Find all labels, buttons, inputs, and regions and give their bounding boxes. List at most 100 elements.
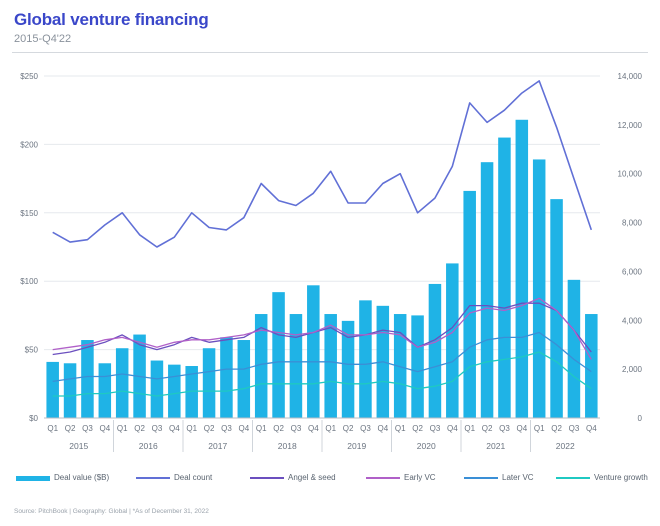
- early-vc-line: [52, 297, 592, 360]
- legend-swatch: [136, 477, 170, 479]
- x-tick-label: Q3: [221, 424, 232, 433]
- x-tick-label: Q3: [499, 424, 510, 433]
- deal-value-bar: [202, 348, 216, 418]
- deal-value-bar: [515, 119, 529, 418]
- y-left-tick-label: $250: [20, 72, 38, 81]
- x-tick-label: Q1: [186, 424, 197, 433]
- deal-value-bar: [237, 340, 251, 418]
- x-tick-label: Q1: [395, 424, 406, 433]
- legend-label: Deal count: [174, 473, 213, 482]
- x-tick-label: Q2: [343, 424, 354, 433]
- legend-label: Later VC: [502, 473, 534, 482]
- deal-value-bar: [150, 360, 164, 418]
- deal-value-bar: [393, 314, 407, 418]
- x-tick-label: Q3: [360, 424, 371, 433]
- source-note: Source: PitchBook | Geography: Global | …: [14, 508, 209, 515]
- x-tick-label: Q1: [256, 424, 267, 433]
- x-tick-label: Q4: [516, 424, 527, 433]
- deal-value-bar: [168, 364, 181, 418]
- deal-value-bar: [341, 320, 355, 418]
- deal-value-bar: [115, 348, 129, 418]
- chart-title: Global venture financing: [14, 10, 209, 29]
- x-tick-label: Q4: [586, 424, 597, 433]
- legend-swatch: [366, 477, 400, 479]
- y-right-tick-label: 6,000: [622, 267, 643, 276]
- deal-value-bar: [359, 300, 372, 418]
- deal-value-bar: [81, 340, 94, 418]
- deal-value-bar: [532, 159, 546, 418]
- y-left-tick-label: $100: [20, 277, 38, 286]
- deal-value-bar: [463, 190, 476, 418]
- legend-label: Venture growth: [594, 473, 648, 482]
- x-tick-label: Q4: [238, 424, 249, 433]
- y-right-tick-label: 4,000: [622, 316, 643, 325]
- deal-value-bars: [46, 119, 598, 418]
- chart-legend: Deal value ($B) Deal count Angel & seed Ear…: [16, 472, 648, 484]
- deal-value-bar: [498, 137, 511, 418]
- year-label: 2016: [139, 441, 158, 451]
- legend-label: Angel & seed: [288, 473, 336, 482]
- chart-subtitle: 2015-Q4'22: [14, 33, 72, 45]
- x-tick-label: Q4: [169, 424, 180, 433]
- x-tick-label: Q2: [65, 424, 76, 433]
- x-tick-label: Q2: [273, 424, 284, 433]
- y-left-tick-label: $150: [20, 209, 38, 218]
- x-tick-label: Q4: [99, 424, 110, 433]
- y-right-tick-label: 2,000: [622, 365, 643, 374]
- deal-value-bar: [98, 363, 112, 418]
- deal-value-bar: [254, 314, 268, 418]
- y-right-tick-label: 8,000: [622, 219, 643, 228]
- deal-value-bar: [446, 263, 459, 418]
- venture-growth-line: [52, 351, 592, 397]
- x-tick-label: Q3: [569, 424, 580, 433]
- y-right-tick-label: 0: [638, 414, 643, 423]
- x-tick-label: Q3: [152, 424, 163, 433]
- x-tick-label: Q1: [534, 424, 545, 433]
- year-label: 2019: [347, 441, 366, 451]
- angel-seed-line: [52, 302, 592, 356]
- year-label: 2018: [278, 441, 297, 451]
- x-tick-label: Q1: [464, 424, 475, 433]
- deal-value-bar: [567, 279, 581, 418]
- deal-value-bar: [585, 314, 598, 418]
- x-tick-label: Q2: [412, 424, 423, 433]
- y-right-tick-label: 10,000: [618, 170, 643, 179]
- legend-label: Early VC: [404, 473, 436, 482]
- y-right-tick-label: 12,000: [618, 121, 643, 130]
- y-right-tick-label: 14,000: [618, 72, 643, 81]
- deal-value-bar: [63, 363, 77, 418]
- x-tick-label: Q3: [430, 424, 441, 433]
- year-label: 2022: [556, 441, 575, 451]
- deal-value-bar: [307, 285, 320, 418]
- legend-swatch: [464, 477, 498, 479]
- deal-value-bar: [289, 314, 303, 418]
- x-tick-label: Q4: [447, 424, 458, 433]
- deal-value-bar: [220, 337, 233, 418]
- deal-value-bar: [480, 162, 494, 418]
- deal-value-bar: [324, 314, 337, 418]
- deal-value-bar: [185, 366, 198, 418]
- x-tick-label: Q1: [117, 424, 128, 433]
- x-tick-label: Q2: [204, 424, 215, 433]
- y-left-tick-label: $50: [25, 346, 39, 355]
- deal-value-bar: [428, 283, 442, 418]
- year-label: 2021: [486, 441, 505, 451]
- deal-value-bar: [46, 361, 59, 418]
- x-tick-label: Q1: [325, 424, 336, 433]
- year-label: 2015: [69, 441, 88, 451]
- x-tick-label: Q3: [291, 424, 302, 433]
- legend-swatch: [16, 476, 50, 481]
- y-left-tick-label: $200: [20, 140, 38, 149]
- legend-label: Deal value ($B): [54, 473, 110, 482]
- deal-value-bar: [550, 199, 563, 418]
- year-label: 2017: [208, 441, 227, 451]
- deal-value-bar: [411, 315, 424, 418]
- deal-value-bar: [272, 292, 285, 418]
- x-tick-label: Q3: [82, 424, 93, 433]
- x-tick-label: Q1: [47, 424, 58, 433]
- x-tick-label: Q4: [308, 424, 319, 433]
- x-tick-label: Q4: [377, 424, 388, 433]
- x-tick-label: Q2: [134, 424, 145, 433]
- y-left-tick-label: $0: [29, 414, 38, 423]
- x-tick-label: Q2: [482, 424, 493, 433]
